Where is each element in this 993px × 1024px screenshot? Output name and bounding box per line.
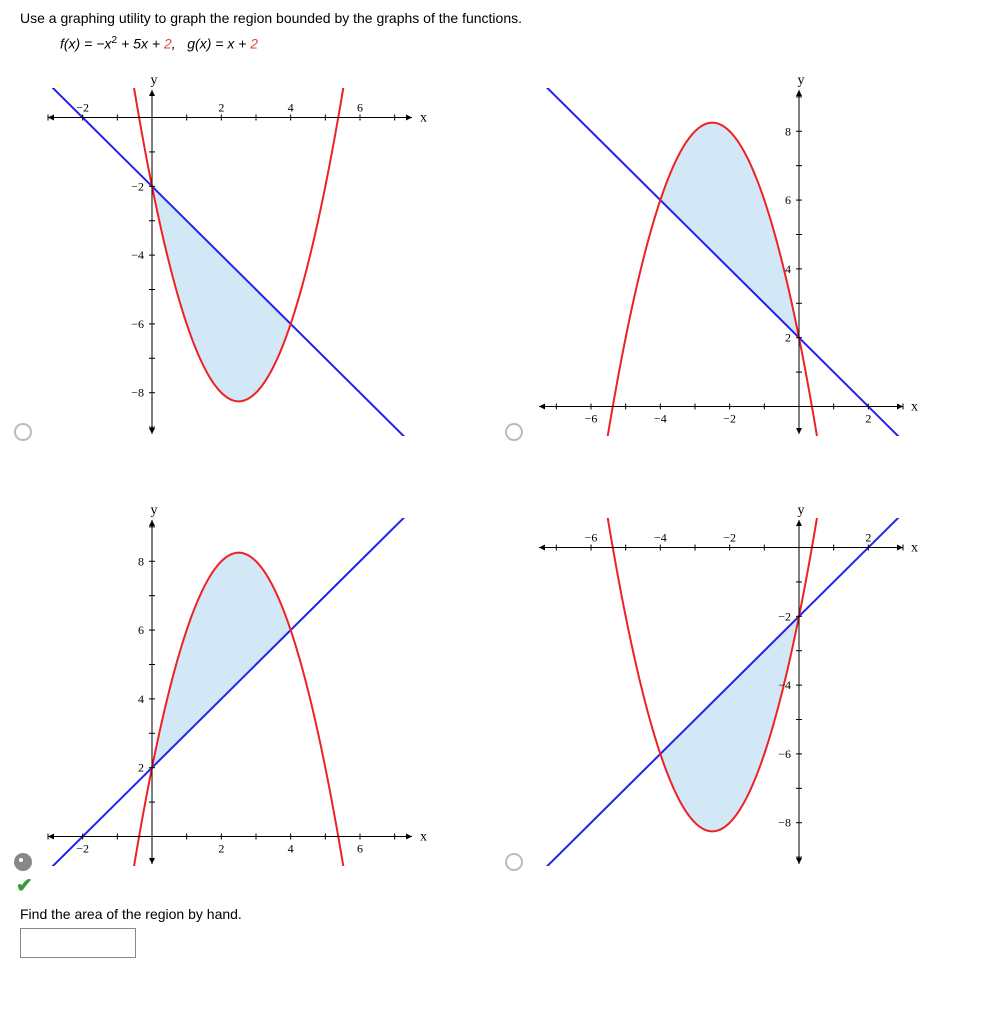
functions-line: f(x) = −x2 + 5x + 2, g(x) = x + 2: [60, 34, 973, 52]
svg-text:4: 4: [288, 841, 294, 855]
g-const: 2: [250, 36, 258, 52]
answer-input[interactable]: [20, 928, 136, 958]
svg-text:2: 2: [865, 530, 871, 544]
radio-c[interactable]: [14, 853, 32, 871]
chart-option-b[interactable]: −6 −4 −2 2 2 4 6 8 y x: [511, 62, 974, 462]
svg-text:−6: −6: [778, 747, 791, 761]
radio-c-wrap[interactable]: [14, 853, 32, 874]
svg-text:6: 6: [138, 623, 144, 637]
chart-option-d[interactable]: −6 −4 −2 2 −2 −4 −6 −8 y x: [511, 492, 974, 892]
check-icon: ✔: [16, 873, 33, 898]
radio-d-wrap[interactable]: [505, 853, 523, 874]
radio-b-wrap[interactable]: [505, 423, 523, 444]
svg-text:8: 8: [138, 554, 144, 568]
svg-text:2: 2: [218, 841, 224, 855]
svg-text:2: 2: [138, 760, 144, 774]
svg-text:x: x: [911, 540, 918, 555]
chart-d-svg: −6 −4 −2 2 −2 −4 −6 −8 y x: [511, 492, 931, 892]
svg-text:2: 2: [865, 411, 871, 425]
chart-options-grid: −2246−2−4−6−8yx −6−4−222468yx ✔ −2246246…: [20, 62, 973, 892]
svg-text:−4: −4: [653, 411, 666, 425]
radio-b[interactable]: [505, 423, 523, 441]
svg-text:x: x: [420, 829, 427, 844]
svg-text:−6: −6: [584, 530, 597, 544]
svg-text:4: 4: [288, 100, 294, 114]
find-area-text: Find the area of the region by hand.: [20, 906, 973, 922]
g-lhs: g(x) = x +: [187, 36, 250, 52]
svg-text:−4: −4: [653, 530, 666, 544]
radio-d[interactable]: [505, 853, 523, 871]
svg-text:x: x: [420, 110, 427, 125]
svg-text:−6: −6: [131, 317, 144, 331]
radio-a-wrap[interactable]: [14, 423, 32, 444]
svg-text:6: 6: [357, 841, 363, 855]
instruction-text: Use a graphing utility to graph the regi…: [20, 10, 973, 26]
svg-text:−4: −4: [131, 248, 144, 262]
radio-a[interactable]: [14, 423, 32, 441]
svg-text:−2: −2: [723, 530, 736, 544]
chart-a-svg: −2 2 4 6 −2 −4 −6 −8 y x: [20, 62, 440, 462]
svg-text:4: 4: [785, 262, 791, 276]
f-lhs: f(x) =: [60, 36, 96, 52]
f-rest1: + 5x +: [117, 36, 164, 52]
svg-text:8: 8: [785, 124, 791, 138]
svg-text:−4: −4: [778, 678, 791, 692]
svg-text:y: y: [151, 503, 158, 518]
svg-text:x: x: [911, 399, 918, 414]
chart-c-svg: −2 2 4 6 2 4 6 8 y x: [20, 492, 440, 892]
chart-option-c[interactable]: ✔ −22462468yx: [20, 492, 483, 892]
svg-text:2: 2: [218, 100, 224, 114]
svg-text:−8: −8: [778, 815, 791, 829]
svg-text:y: y: [151, 73, 158, 88]
svg-text:−2: −2: [76, 841, 89, 855]
svg-text:2: 2: [785, 330, 791, 344]
svg-text:−2: −2: [76, 100, 89, 114]
svg-text:−2: −2: [131, 179, 144, 193]
svg-text:y: y: [797, 73, 804, 88]
svg-text:−2: −2: [778, 609, 791, 623]
svg-text:6: 6: [357, 100, 363, 114]
f-const: 2: [164, 36, 172, 52]
svg-text:4: 4: [138, 692, 144, 706]
chart-option-a[interactable]: −2 2 4 6 −2 −4 −6 −8 y x: [20, 62, 483, 462]
chart-b-svg: −6 −4 −2 2 2 4 6 8 y x: [511, 62, 931, 462]
svg-text:−6: −6: [584, 411, 597, 425]
svg-text:6: 6: [785, 193, 791, 207]
svg-text:−8: −8: [131, 385, 144, 399]
svg-text:y: y: [797, 503, 804, 518]
svg-text:−2: −2: [723, 411, 736, 425]
